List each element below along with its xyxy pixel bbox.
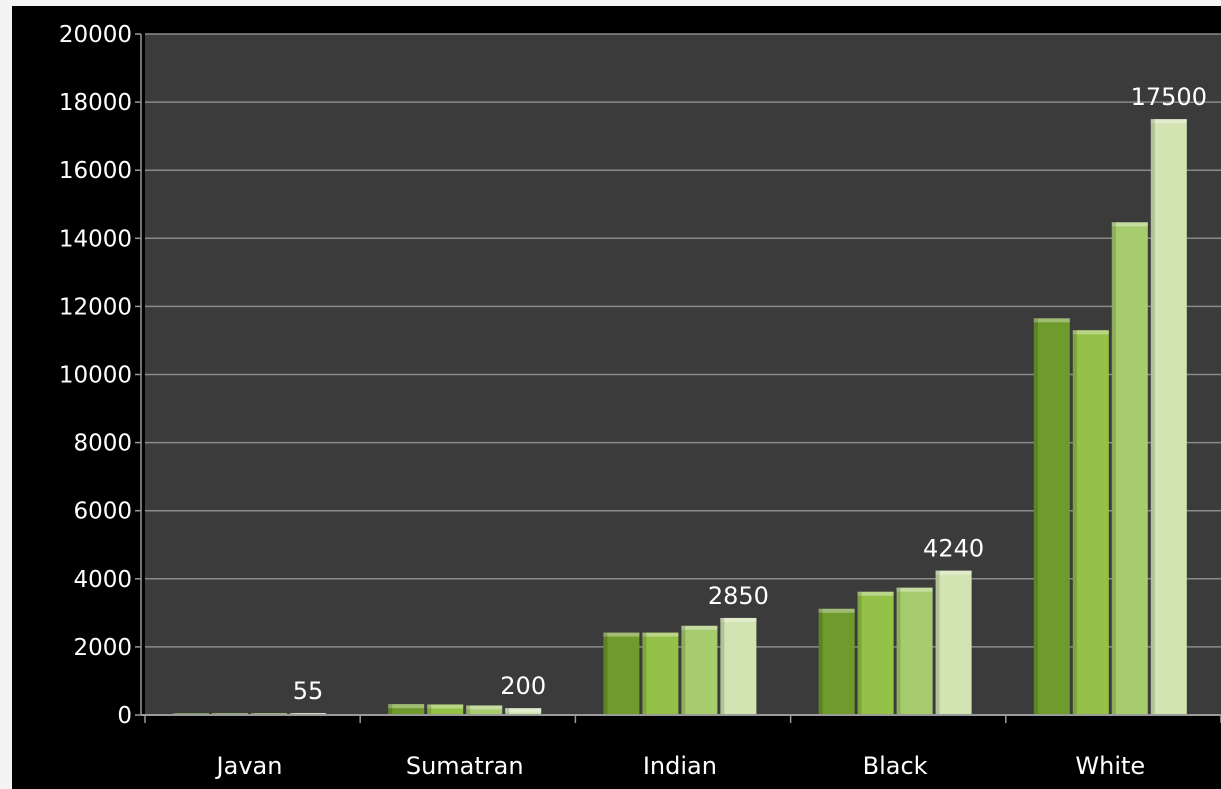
bar [720,617,757,715]
bar-highlight [466,705,503,710]
bar-shade [857,591,862,715]
bar [1072,330,1109,715]
y-tick-label: 4000 [73,567,132,593]
bar-black-3 [896,587,933,715]
bar-highlight [505,708,542,713]
category-label: Javan [215,752,283,780]
bar-shade [427,704,432,715]
bar-shade [681,625,686,715]
bar [427,704,464,715]
category-label: Black [863,752,928,780]
bar-white-1 [1033,318,1070,715]
bar-shade [1033,318,1038,715]
data-label: 4240 [923,535,984,563]
bar-shade [896,587,901,715]
bars [173,119,1187,715]
bar-highlight [1111,222,1148,227]
bar [857,591,894,715]
data-label: 17500 [1131,83,1207,111]
y-tick-label: 16000 [59,158,132,184]
bar-sumatran-4 [505,708,542,715]
bar [505,708,542,715]
y-tick-label: 2000 [73,635,132,661]
bar [818,608,855,715]
data-label: 55 [293,677,324,705]
bar-white-2 [1072,330,1109,715]
bar-highlight [427,704,464,709]
bar-sumatran-2 [427,704,464,715]
bar-highlight [1150,119,1187,124]
data-label: 2850 [708,582,769,610]
bar-chart: 0 2000 4000 6000 8000 10000 12000 14000 16000 180… [59,22,1221,780]
x-axis [140,34,1221,723]
bar-highlight [603,632,640,637]
bar [681,625,718,715]
bar [1033,318,1070,715]
bar-black-4 [935,570,972,715]
bar-shade [388,704,393,715]
bar [896,587,933,715]
bar-highlight [857,591,894,596]
bar-shade [1111,222,1116,715]
y-tick-label: 12000 [59,294,132,320]
bar-shade [466,705,471,715]
bar-shade [1150,119,1155,715]
category-label: Indian [643,752,717,780]
bar-indian-3 [681,625,718,715]
data-label: 200 [500,672,546,700]
bar-white-4 [1150,119,1187,715]
bar-highlight [1033,318,1070,323]
bar-highlight [896,587,933,592]
chart-frame: 0 2000 4000 6000 8000 10000 12000 14000 16000 180… [12,6,1221,789]
bar-highlight [1072,330,1109,335]
bar [642,632,679,715]
bar-highlight [681,625,718,630]
bar-shade [603,632,608,715]
bar-sumatran-1 [388,704,425,715]
y-tick-label: 6000 [73,499,132,525]
y-tick-label: 18000 [59,90,132,116]
y-tick-label: 0 [117,703,132,729]
data-labels: 55 200 2850 4240 17500 [293,83,1207,705]
bar-indian-2 [642,632,679,715]
bar-indian-1 [603,632,640,715]
bar-white-3 [1111,222,1148,715]
bar-shade [642,632,647,715]
y-tick-label: 10000 [59,363,132,389]
y-tick-label: 8000 [73,431,132,457]
bar-shade [720,617,725,715]
y-axis-tick-labels: 0 2000 4000 6000 8000 10000 12000 14000 16000 180… [59,22,141,729]
bar-shade [935,570,940,715]
bar [1150,119,1187,715]
category-label: White [1075,752,1145,780]
bar [935,570,972,715]
y-tick-label: 14000 [59,226,132,252]
bar-shade [818,608,823,715]
bar-highlight [642,632,679,637]
bar-sumatran-3 [466,705,503,715]
bar-black-2 [857,591,894,715]
category-labels: Javan Sumatran Indian Black White [215,752,1146,780]
bar-shade [505,708,510,715]
bar-highlight [720,617,757,622]
y-tick-label: 20000 [59,22,132,48]
bar-indian-4 [720,617,757,715]
gridlines [145,33,1221,648]
bar-black-1 [818,608,855,715]
bar-highlight [935,570,972,575]
category-label: Sumatran [406,752,524,780]
bar-shade [1072,330,1077,715]
bar-highlight [818,608,855,613]
bar [1111,222,1148,715]
bar [388,704,425,715]
bar-highlight [388,704,425,709]
bar [603,632,640,715]
bar [466,705,503,715]
